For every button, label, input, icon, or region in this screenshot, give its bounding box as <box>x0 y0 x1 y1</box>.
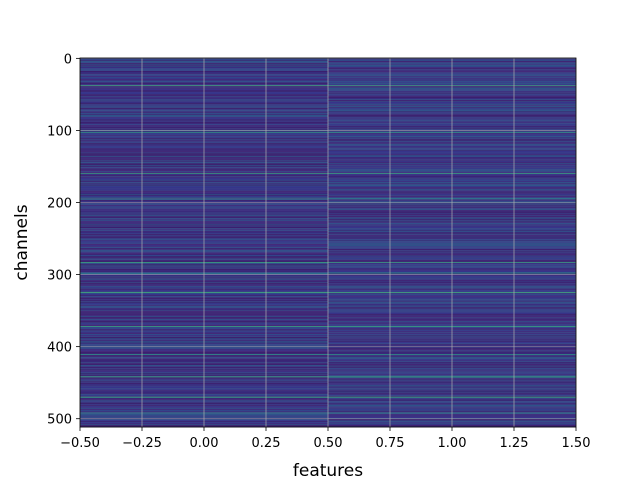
x-tick-label: 0.50 <box>314 436 343 451</box>
x-tick-label: −0.50 <box>60 436 100 451</box>
y-tick-label: 500 <box>47 413 72 428</box>
x-axis-title: features <box>293 461 363 480</box>
x-tick-label: −0.25 <box>122 436 162 451</box>
x-axis: −0.50 −0.25 0.00 0.25 0.50 0.75 1.00 1.25 1.50 <box>60 427 590 451</box>
x-tick-label: 0.00 <box>190 436 219 451</box>
y-tick-label: 0 <box>64 52 72 67</box>
y-tick-label: 200 <box>47 197 72 212</box>
y-axis: 0 100 200 300 400 500 <box>47 52 80 428</box>
y-tick-label: 300 <box>47 269 72 284</box>
y-tick-label: 100 <box>47 124 72 139</box>
x-tick-label: 1.50 <box>562 436 591 451</box>
x-tick-label: 1.25 <box>500 436 529 451</box>
x-tick-label: 1.00 <box>438 436 467 451</box>
x-tick-label: 0.75 <box>376 436 405 451</box>
x-tick-label: 0.25 <box>252 436 281 451</box>
y-axis-title: channels <box>12 204 32 280</box>
y-tick-label: 400 <box>47 341 72 356</box>
